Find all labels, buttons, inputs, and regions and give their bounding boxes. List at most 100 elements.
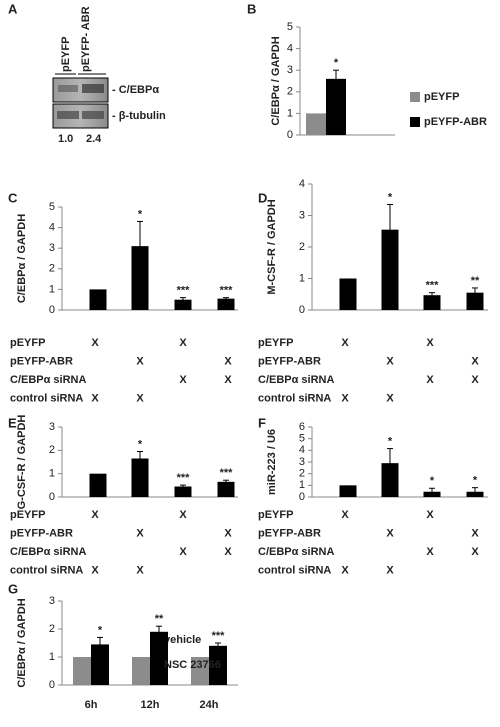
significance: * bbox=[388, 191, 393, 203]
significance: ** bbox=[155, 613, 164, 625]
panel-label: G bbox=[8, 581, 18, 596]
condition-mark: X bbox=[426, 509, 434, 521]
y-tick-label: 6 bbox=[299, 421, 305, 433]
x-tick-label: 6h bbox=[85, 699, 98, 711]
condition-mark: X bbox=[136, 355, 144, 367]
condition-label: pEYFP-ABR bbox=[258, 355, 321, 367]
condition-label: C/EBPα siRNA bbox=[258, 374, 334, 386]
panel-label: B bbox=[247, 1, 256, 16]
bar bbox=[89, 473, 107, 497]
condition-mark: X bbox=[386, 392, 394, 404]
y-tick-label: 5 bbox=[49, 201, 55, 213]
band bbox=[58, 85, 78, 92]
band bbox=[82, 84, 104, 93]
condition-mark: X bbox=[471, 374, 479, 386]
bar bbox=[306, 113, 326, 135]
legend-swatch bbox=[410, 92, 420, 102]
condition-mark: X bbox=[386, 564, 394, 576]
panel-label: C bbox=[8, 190, 18, 205]
y-axis-label: C/EBPα / GAPDH bbox=[16, 598, 28, 687]
y-tick-label: 4 bbox=[299, 178, 305, 190]
bar bbox=[381, 463, 399, 497]
condition-mark: X bbox=[91, 564, 99, 576]
y-tick-label: 4 bbox=[287, 43, 293, 55]
legend-label: vehicle bbox=[164, 634, 201, 646]
bar bbox=[339, 485, 357, 497]
condition-mark: X bbox=[179, 337, 187, 349]
lane-label: pEYFP- ABR bbox=[80, 6, 92, 72]
bar bbox=[131, 458, 149, 497]
condition-mark: X bbox=[341, 509, 349, 521]
y-tick-label: 2 bbox=[49, 444, 55, 456]
bar bbox=[89, 289, 107, 310]
y-tick-label: 0 bbox=[299, 304, 305, 316]
y-tick-label: 1 bbox=[49, 651, 55, 663]
bar bbox=[150, 631, 168, 685]
condition-label: control siRNA bbox=[258, 564, 331, 576]
significance: * bbox=[388, 435, 393, 447]
condition-mark: X bbox=[341, 564, 349, 576]
condition-mark: X bbox=[426, 337, 434, 349]
y-tick-label: 4 bbox=[49, 222, 55, 234]
significance: * bbox=[138, 438, 143, 450]
bar bbox=[174, 299, 192, 310]
y-tick-label: 2 bbox=[299, 241, 305, 253]
ratio: 2.4 bbox=[86, 133, 102, 145]
bar bbox=[132, 657, 150, 685]
panel-a: A pEYFP pEYFP- ABR - C/EBPα - β-tubulin … bbox=[8, 1, 166, 144]
significance: *** bbox=[426, 280, 440, 292]
condition-mark: X bbox=[471, 527, 479, 539]
condition-mark: X bbox=[386, 355, 394, 367]
y-tick-label: 3 bbox=[287, 64, 293, 76]
y-tick-label: 0 bbox=[299, 491, 305, 503]
condition-mark: X bbox=[136, 527, 144, 539]
condition-mark: X bbox=[179, 546, 187, 558]
y-tick-label: 2 bbox=[299, 468, 305, 480]
y-tick-label: 4 bbox=[299, 444, 305, 456]
condition-mark: X bbox=[341, 392, 349, 404]
y-tick-label: 1 bbox=[49, 283, 55, 295]
bar bbox=[466, 292, 484, 310]
condition-label: pEYFP bbox=[10, 337, 45, 349]
condition-label: C/EBPα siRNA bbox=[10, 546, 86, 558]
condition-mark: X bbox=[471, 355, 479, 367]
significance: * bbox=[430, 475, 435, 487]
y-tick-label: 3 bbox=[299, 209, 305, 221]
bar bbox=[339, 278, 357, 310]
x-tick-label: 12h bbox=[141, 699, 160, 711]
condition-mark: X bbox=[224, 546, 232, 558]
y-tick-label: 0 bbox=[49, 491, 55, 503]
bar bbox=[423, 295, 441, 310]
y-tick-label: 0 bbox=[287, 129, 293, 141]
bar bbox=[174, 486, 192, 497]
y-axis-label: C/EBPα / GAPDH bbox=[270, 36, 282, 125]
significance: *** bbox=[220, 467, 234, 479]
bar bbox=[73, 657, 91, 685]
condition-label: control siRNA bbox=[258, 392, 331, 404]
bar bbox=[131, 246, 149, 310]
significance: *** bbox=[212, 630, 226, 642]
y-tick-label: 1 bbox=[49, 468, 55, 480]
bar bbox=[209, 645, 227, 685]
significance: *** bbox=[220, 285, 234, 297]
band-label: - C/EBPα bbox=[112, 84, 159, 96]
y-tick-label: 1 bbox=[299, 479, 305, 491]
bar bbox=[217, 481, 235, 497]
lane-label: pEYFP bbox=[60, 37, 72, 72]
condition-label: pEYFP bbox=[258, 509, 293, 521]
significance: *** bbox=[177, 285, 191, 297]
significance: * bbox=[138, 208, 143, 220]
bar bbox=[91, 644, 109, 685]
condition-mark: X bbox=[136, 564, 144, 576]
panel-label: E bbox=[8, 415, 17, 430]
condition-label: control siRNA bbox=[10, 392, 83, 404]
y-tick-label: 2 bbox=[49, 263, 55, 275]
y-tick-label: 3 bbox=[49, 421, 55, 433]
x-tick-label: 24h bbox=[200, 699, 219, 711]
bar bbox=[217, 298, 235, 310]
significance: * bbox=[98, 624, 103, 636]
legend-label: NSC 23766 bbox=[164, 659, 221, 671]
y-tick-label: 0 bbox=[49, 679, 55, 691]
y-axis-label: C/EBPα / GAPDH bbox=[16, 214, 28, 303]
